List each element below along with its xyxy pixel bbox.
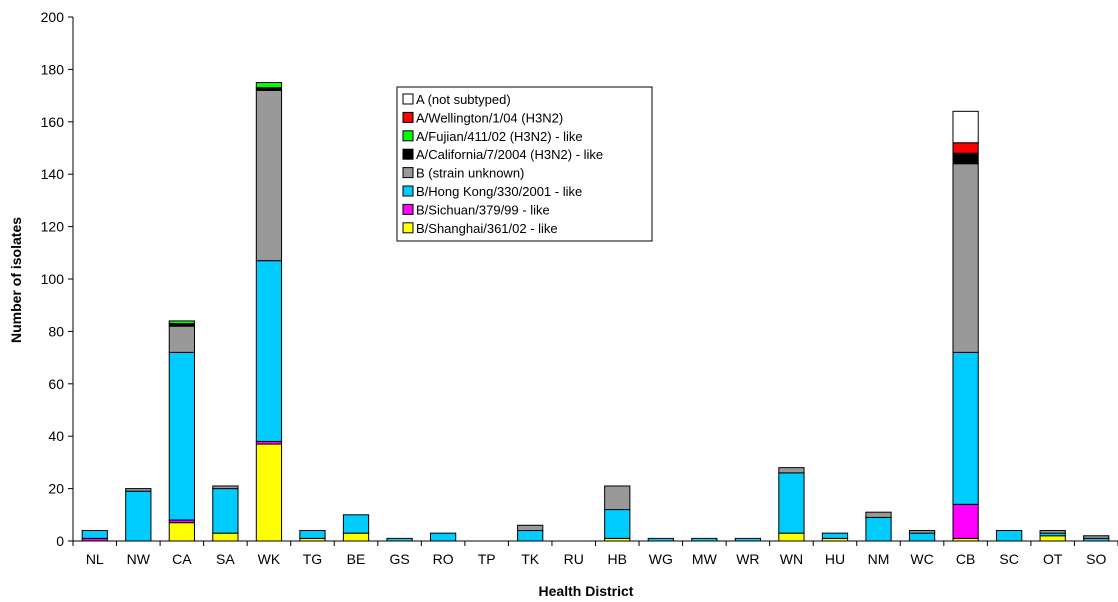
bar-segment-wc-series-2 [908,532,936,542]
y-tick-label: 200 [41,9,65,25]
y-tick-label: 80 [48,323,64,339]
bar-segment-cb-series-2 [952,351,979,505]
y-tick-label: 20 [48,481,64,497]
x-tick-label-wg: WG [649,551,673,567]
legend-swatch-6 [402,203,414,215]
bar-segment-nw-series-3 [125,488,152,492]
bar-segment-cb-series-7 [952,110,979,144]
legend-label-2: A/Fujian/411/02 (H3N2) - like [416,129,583,144]
bar-segment-tk-series-2 [517,530,544,542]
x-tick-label-nl: NL [86,551,104,567]
y-tick-label: 120 [41,219,65,235]
bar-segment-ca-series-3 [168,325,195,353]
x-tick-label-tg: TG [303,551,322,567]
x-tick-label-wc: WC [910,551,933,567]
bar-segment-wk-series-2 [255,260,283,442]
x-tick-label-sc: SC [999,551,1018,567]
bar-segment-be-series-0 [342,532,370,542]
x-tick-label-ro: RO [433,551,454,567]
y-axis-title: Number of isolates [8,217,24,343]
legend-swatch-0 [402,93,414,105]
x-tick-label-sa: SA [216,551,235,567]
bar-segment-wn-series-0 [778,532,805,542]
bar-segment-cb-series-4 [952,152,979,165]
bar-segment-sa-series-0 [212,532,239,542]
legend-swatch-3 [402,148,414,160]
legend-label-4: B (strain unknown) [416,166,524,181]
bar-segment-sa-series-3 [212,485,239,490]
ticks-layer: 0 20 40 60 80 100 120 140 160 180 200 NL NW CA SA WK TG B… [41,9,1118,567]
y-tick-label: 60 [48,376,64,392]
legend-swatch-4 [402,167,414,179]
legend-swatch-5 [402,185,414,197]
bar-segment-cb-series-6 [952,142,979,154]
legend-label-1: A/Wellington/1/04 (H3N2) [416,110,563,125]
bar-segment-wk-series-0 [255,443,283,542]
x-tick-label-wn: WN [780,551,803,567]
bar-segment-ro-series-2 [429,532,457,542]
x-tick-label-be: BE [347,551,366,567]
legend-label-0: A (not subtyped) [416,92,511,107]
x-tick-label-hu: HU [825,551,845,567]
x-tick-label-tp: TP [478,551,496,567]
legend-swatch-1 [402,111,414,123]
bar-segment-nm-series-2 [865,516,892,542]
x-tick-label-nm: NM [868,551,890,567]
legend-label-6: B/Sichuan/379/99 - like [416,202,550,217]
bar-segment-ca-series-5 [168,320,195,325]
bar-segment-wc-series-3 [908,530,936,534]
bar-segment-be-series-2 [342,514,370,534]
bar-segment-tk-series-3 [517,524,544,532]
y-tick-label: 180 [41,61,65,77]
x-tick-label-tk: TK [521,551,540,567]
x-tick-label-cb: CB [956,551,975,567]
legend-swatch-7 [402,222,414,234]
bar-segment-wn-series-3 [778,467,805,474]
y-tick-label: 0 [56,533,64,549]
x-tick-label-nw: NW [127,551,151,567]
bar-segment-wn-series-2 [778,472,805,534]
bar-segment-ot-series-3 [1039,530,1066,534]
legend: A (not subtyped) A/Wellington/1/04 (H3N2)… [396,86,653,242]
x-tick-label-so: SO [1086,551,1106,567]
x-tick-label-mw: MW [692,551,718,567]
bar-segment-nl-series-2 [81,530,108,539]
y-tick-label: 160 [41,114,65,130]
bar-segment-ca-series-2 [168,351,195,521]
x-tick-label-wr: WR [736,551,759,567]
bar-segment-sc-series-2 [996,530,1023,542]
x-tick-label-ca: CA [172,551,192,567]
y-tick-label: 40 [48,428,64,444]
bar-segment-nm-series-3 [865,511,892,518]
legend-label-3: A/California/7/2004 (H3N2) - like [416,147,603,162]
bar-segment-hb-series-3 [604,485,631,511]
y-tick-label: 100 [41,271,65,287]
legend-label-5: B/Hong Kong/330/2001 - like [416,184,582,199]
bar-segment-cb-series-1 [952,503,979,539]
x-tick-label-ru: RU [564,551,584,567]
y-tick-label: 140 [41,166,65,182]
x-tick-label-wk: WK [258,551,281,567]
legend-box [396,86,653,242]
x-tick-label-hb: HB [608,551,627,567]
bar-segment-hu-series-2 [821,532,849,539]
x-tick-label-ot: OT [1043,551,1063,567]
x-axis-title: Health District [539,583,634,599]
bar-segment-tg-series-2 [299,530,326,539]
bar-segment-ca-series-0 [168,522,195,542]
bar-segment-ot-series-0 [1039,535,1066,542]
bar-segment-wk-series-3 [255,89,283,262]
bar-segment-sa-series-2 [212,488,239,534]
x-tick-label-gs: GS [389,551,409,567]
bar-segment-so-series-3 [1083,535,1110,539]
bar-segment-cb-series-3 [952,163,979,353]
bar-segment-nw-series-2 [125,490,152,542]
bar-segment-wk-series-5 [255,82,283,89]
bars-layer [81,82,1110,542]
bar-segment-hb-series-2 [604,509,631,539]
legend-swatch-2 [402,130,414,142]
legend-label-7: B/Shanghai/361/02 - like [416,221,558,236]
